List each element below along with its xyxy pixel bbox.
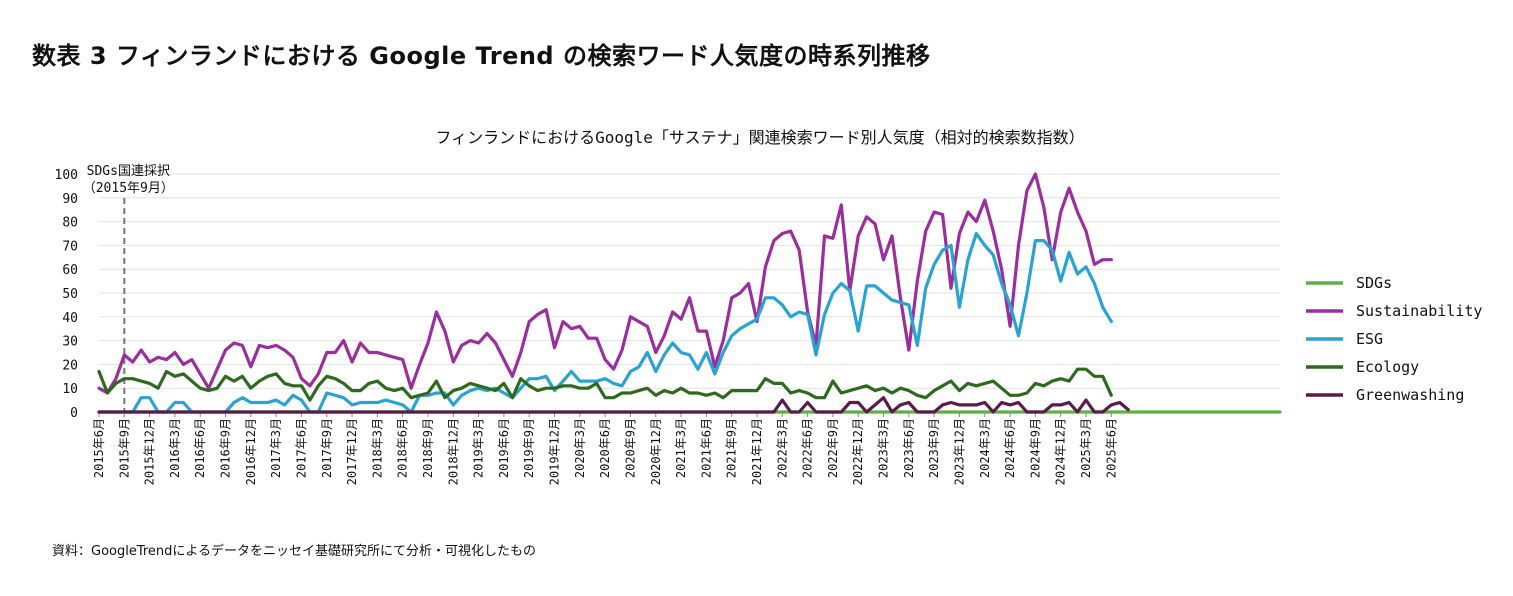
x-tick-label: 2023年12月 [952,418,966,485]
x-tick-label: 2020年3月 [573,418,587,478]
x-tick-label: 2020年9月 [623,418,637,478]
legend: SDGs Sustainability ESG Ecology Greenwashing [1306,274,1482,404]
x-tick-label: 2024年9月 [1028,418,1042,478]
x-tick-label: 2018年9月 [421,418,435,478]
series-line-esg [97,231,1113,414]
x-tick-label: 2017年9月 [320,418,334,478]
y-tick-label: 20 [62,358,78,373]
x-tick-label: 2023年6月 [902,418,916,478]
x-tick-label: 2020年12月 [649,418,663,485]
series-line-ecology [97,367,1113,402]
x-tick-label: 2021年12月 [750,418,764,485]
x-tick-label: 2018年3月 [370,418,384,478]
legend-label: Greenwashing [1356,386,1464,404]
x-tick-label: 2019年3月 [472,418,486,478]
x-tick-label: 2022年3月 [775,418,789,478]
x-tick-label: 2015年9月 [117,418,131,478]
x-tick-label: 2023年3月 [877,418,891,478]
x-tick-label: 2022年9月 [826,418,840,478]
x-tick-label: 2023年9月 [927,418,941,478]
y-tick-label: 60 [62,263,78,278]
page-title: 数表 3 フィンランドにおける Google Trend の検索ワード人気度の時… [32,42,931,70]
x-tick-label: 2019年6月 [497,418,511,478]
x-tick-label: 2017年6月 [294,418,308,478]
source-note: 資料：GoogleTrendによるデータをニッセイ基礎研究所にて分析・可視化した… [52,544,537,559]
annotation: SDGs国連採択 （2015年9月） [83,164,174,412]
legend-label: Sustainability [1356,302,1482,320]
y-tick-label: 30 [62,335,78,350]
x-tick-label: 2019年9月 [522,418,536,478]
x-tick-label: 2022年6月 [801,418,815,478]
y-tick-label: 80 [62,216,78,231]
y-tick-label: 10 [62,382,78,397]
x-tick-label: 2016年6月 [193,418,207,478]
y-tick-label: 90 [62,192,78,207]
x-tick-label: 2015年12月 [143,418,157,485]
x-tick-label: 2021年6月 [699,418,713,478]
y-axis: 0 10 20 30 40 50 60 70 80 90 100 [55,168,78,421]
legend-label: Ecology [1356,358,1419,376]
x-tick-label: 2017年12月 [345,418,359,485]
x-tick-label: 2019年12月 [548,418,562,485]
x-tick-label: 2016年9月 [219,418,233,478]
x-tick-label: 2017年3月 [269,418,283,478]
x-tick-label: 2016年12月 [244,418,258,485]
annotation-label: SDGs国連採択 [87,164,170,179]
x-tick-label: 2015年6月 [92,418,106,478]
x-tick-label: 2021年3月 [674,418,688,478]
x-tick-label: 2025年6月 [1104,418,1118,478]
x-tick-label: 2024年6月 [1003,418,1017,478]
x-tick-label: 2021年9月 [725,418,739,478]
y-tick-label: 70 [62,239,78,254]
series-lines [97,172,1282,414]
x-tick-label: 2020年6月 [598,418,612,478]
x-axis: 2015年6月 2015年9月 2015年12月 2016年3月 2016年6月 2016… [92,412,1118,485]
y-tick-label: 100 [55,168,78,183]
y-tick-label: 50 [62,287,78,302]
x-tick-label: 2016年3月 [168,418,182,478]
series-line-sustainability [97,172,1113,395]
legend-label: SDGs [1356,274,1392,292]
y-tick-label: 40 [62,311,78,326]
chart-title: フィンランドにおけるGoogle「サステナ」関連検索ワード別人気度（相対的検索数… [435,128,1084,147]
x-tick-label: 2024年3月 [978,418,992,478]
x-tick-label: 2018年6月 [396,418,410,478]
series-line-greenwashing [97,396,1130,414]
x-tick-label: 2024年12月 [1054,418,1068,485]
x-tick-label: 2018年12月 [446,418,460,485]
x-tick-label: 2022年12月 [851,418,865,485]
annotation-date: （2015年9月） [83,181,174,196]
x-tick-label: 2025年3月 [1079,418,1093,478]
legend-label: ESG [1356,330,1383,348]
y-tick-label: 0 [70,406,78,421]
